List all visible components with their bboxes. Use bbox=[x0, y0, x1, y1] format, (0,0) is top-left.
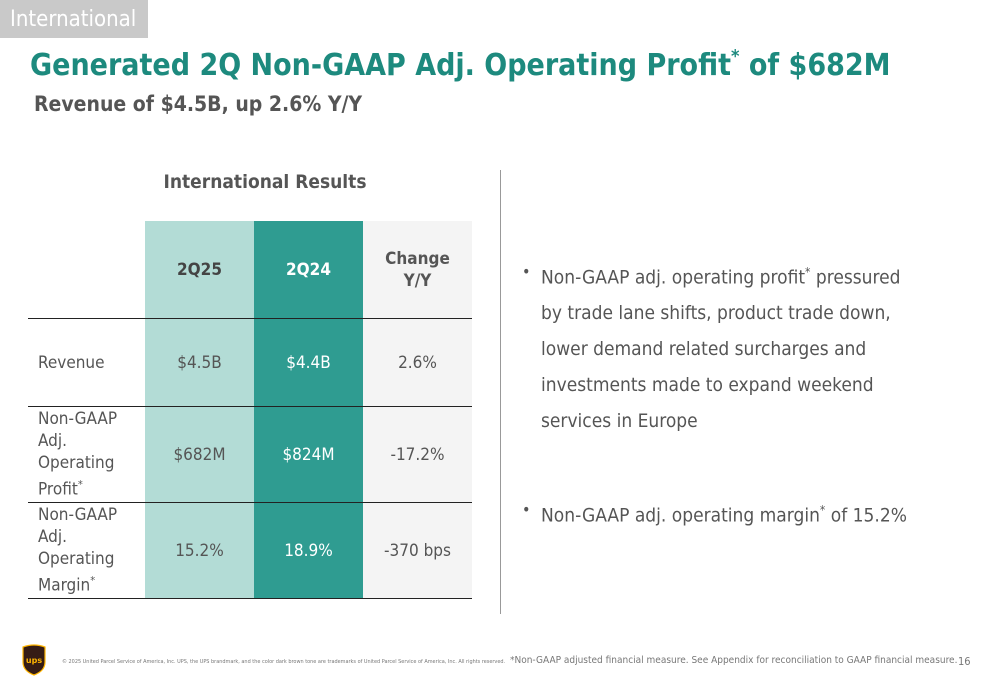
cell-margin-2q24: 18.9% bbox=[284, 540, 333, 561]
row-label-revenue: Revenue bbox=[38, 319, 143, 406]
bullet-list: • Non-GAAP adj. operating profit* pressu… bbox=[522, 254, 942, 534]
table-title: International Results bbox=[163, 171, 367, 193]
row-divider bbox=[28, 502, 472, 503]
cell-revenue-2q24: $4.4B bbox=[286, 352, 331, 373]
bullet-text: of 15.2% bbox=[825, 504, 907, 527]
column-header-2q25: 2Q25 bbox=[177, 259, 222, 280]
change-header-line-1: Change bbox=[385, 248, 450, 269]
title-main: Generated 2Q Non-GAAP Adj. Operating Pro… bbox=[30, 48, 732, 83]
row-label-line: Non-GAAP bbox=[38, 409, 118, 430]
row-label-line: Adj. bbox=[38, 431, 67, 452]
change-header-line-2: Y/Y bbox=[403, 270, 432, 291]
column-change-background bbox=[363, 221, 472, 599]
bullet-dot-icon: • bbox=[522, 500, 531, 520]
row-divider bbox=[28, 406, 472, 407]
logo-text: ups bbox=[26, 656, 42, 665]
bullet-item: • Non-GAAP adj. operating profit* pressu… bbox=[522, 254, 942, 439]
row-label-line: Non-GAAP bbox=[38, 505, 118, 526]
row-label-line: Margin bbox=[38, 575, 91, 596]
row-label-line: Operating bbox=[38, 549, 115, 570]
row-label-line: Adj. bbox=[38, 527, 67, 548]
column-header-change: Change Y/Y bbox=[363, 221, 472, 318]
row-label-asterisk: * bbox=[90, 574, 96, 588]
page-number: 16 bbox=[958, 655, 971, 668]
column-2q24-background bbox=[254, 221, 363, 599]
bullet-text: lower demand related surcharges and bbox=[541, 338, 867, 361]
bullet-text: by trade lane shifts, product trade down… bbox=[541, 302, 891, 325]
title-suffix: of $682M bbox=[739, 48, 891, 83]
bullet-item: • Non-GAAP adj. operating margin* of 15.… bbox=[522, 492, 942, 533]
cell-profit-2q24: $824M bbox=[282, 444, 335, 465]
bullet-asterisk: * bbox=[819, 503, 826, 518]
cell-profit-change: -17.2% bbox=[390, 444, 445, 465]
column-2q25-background bbox=[145, 221, 254, 599]
row-label-line: Revenue bbox=[38, 352, 105, 373]
bullet-text: pressured bbox=[810, 266, 901, 289]
bullet-text: services in Europe bbox=[541, 410, 698, 433]
bullet-text: Non-GAAP adj. operating margin bbox=[541, 504, 820, 527]
row-label-line: Operating bbox=[38, 453, 115, 474]
ups-shield-logo-icon: ups bbox=[22, 644, 46, 676]
cell-revenue-2q25: $4.5B bbox=[177, 352, 222, 373]
row-label-line: Profit bbox=[38, 479, 78, 500]
column-header-2q24: 2Q24 bbox=[286, 259, 331, 280]
row-label-operating-margin: Non-GAAP Adj. Operating Margin* bbox=[38, 503, 143, 598]
bullet-text: investments made to expand weekend bbox=[541, 374, 874, 397]
cell-revenue-change: 2.6% bbox=[398, 352, 437, 373]
bullet-asterisk: * bbox=[805, 265, 811, 279]
footnote-text: *Non-GAAP adjusted financial measure. Se… bbox=[510, 655, 958, 666]
slide-subtitle: Revenue of $4.5B, up 2.6% Y/Y bbox=[34, 92, 363, 116]
cell-profit-2q25: $682M bbox=[173, 444, 226, 465]
row-divider bbox=[28, 318, 472, 319]
cell-margin-2q25: 15.2% bbox=[175, 540, 224, 561]
row-label-asterisk: * bbox=[77, 478, 83, 492]
title-asterisk: * bbox=[731, 46, 740, 67]
slide-title: Generated 2Q Non-GAAP Adj. Operating Pro… bbox=[30, 46, 891, 83]
bullet-text: Non-GAAP adj. operating profit bbox=[541, 266, 806, 289]
copyright-text: © 2025 United Parcel Service of America,… bbox=[62, 659, 506, 665]
cell-margin-change: -370 bps bbox=[384, 540, 451, 561]
row-label-operating-profit: Non-GAAP Adj. Operating Profit* bbox=[38, 407, 143, 502]
vertical-divider bbox=[500, 170, 501, 614]
section-tab: International bbox=[0, 0, 148, 38]
row-divider bbox=[28, 598, 472, 599]
bullet-dot-icon: • bbox=[522, 262, 531, 281]
